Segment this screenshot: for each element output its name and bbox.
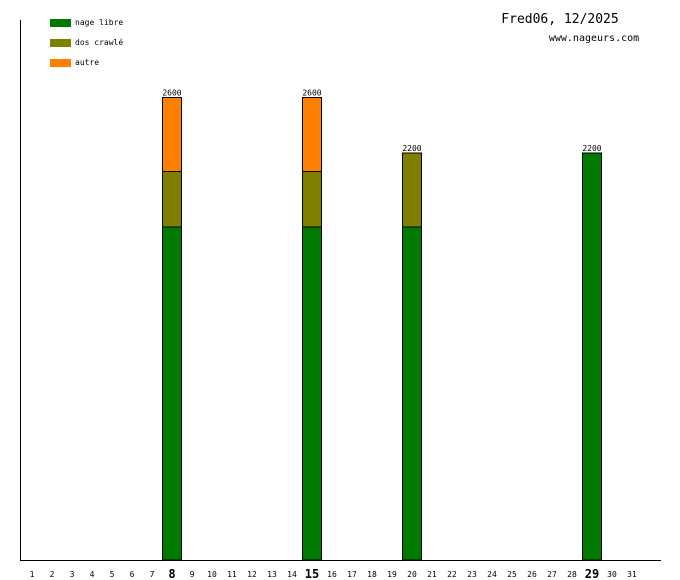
total-label-day-29: 2200 (582, 144, 601, 153)
x-tick-label-29: 29 (585, 567, 599, 580)
x-tick-label-13: 13 (267, 570, 277, 579)
bar-segment-day-8-dos-crawlé (162, 171, 182, 228)
x-tick-label-7: 7 (150, 570, 155, 579)
x-tick-label-1: 1 (30, 570, 35, 579)
legend-swatch-dos-crawlé (50, 39, 71, 47)
legend: nage libre dos crawlé autre (50, 18, 123, 67)
bar-segment-day-15-nage-libre (302, 226, 322, 561)
x-tick-label-11: 11 (227, 570, 237, 579)
total-labels-layer: 2600 2600 2200 2200 (162, 89, 601, 154)
x-tick-label-20: 20 (407, 570, 417, 579)
chart-title: Fred06, 12/2025 (501, 12, 618, 27)
legend-swatch-autre (50, 59, 71, 67)
total-label-day-15: 2600 (302, 89, 321, 98)
x-tick-label-23: 23 (467, 570, 477, 579)
x-tick-label-3: 3 (70, 570, 75, 579)
x-tick-label-9: 9 (190, 570, 195, 579)
x-tick-label-26: 26 (527, 570, 537, 579)
x-tick-label-17: 17 (347, 570, 357, 579)
x-tick-label-10: 10 (207, 570, 217, 579)
bar-segment-day-8-nage-libre (162, 226, 182, 561)
x-tick-label-31: 31 (627, 570, 637, 579)
x-tick-label-27: 27 (547, 570, 557, 579)
x-tick-label-30: 30 (607, 570, 617, 579)
x-tick-label-4: 4 (90, 570, 95, 579)
legend-label-dos-crawlé: dos crawlé (75, 37, 123, 47)
x-tick-label-5: 5 (110, 570, 115, 579)
bar-segment-day-15-autre (302, 97, 322, 172)
bar-segment-day-8-autre (162, 97, 182, 172)
x-tick-label-28: 28 (567, 570, 577, 579)
x-tick-label-18: 18 (367, 570, 377, 579)
bar-segment-day-29-nage-libre (582, 152, 602, 561)
bars-layer (162, 97, 602, 561)
x-tick-label-6: 6 (130, 570, 135, 579)
x-tick-label-12: 12 (247, 570, 257, 579)
bar-segment-day-20-nage-libre (402, 226, 422, 561)
legend-label-autre: autre (75, 58, 99, 67)
website-label: www.nageurs.com (549, 33, 639, 44)
x-tick-label-22: 22 (447, 570, 457, 579)
x-tick-label-2: 2 (50, 570, 55, 579)
x-tick-labels-layer: 1 2 3 4 5 6 7 8 9 10 11 12 13 14 15 16 17 18 19 20 21 22 23 24 2… (30, 567, 637, 580)
total-label-day-20: 2200 (402, 144, 421, 153)
legend-swatch-nage-libre (50, 19, 71, 27)
x-tick-label-25: 25 (507, 570, 517, 579)
x-tick-label-24: 24 (487, 570, 497, 579)
x-tick-label-21: 21 (427, 570, 437, 579)
bar-segment-day-20-dos-crawlé (402, 152, 422, 228)
legend-label-nage-libre: nage libre (75, 18, 123, 27)
x-tick-label-16: 16 (327, 570, 337, 579)
x-tick-label-15: 15 (305, 567, 319, 580)
bar-segment-day-15-dos-crawlé (302, 171, 322, 228)
x-tick-label-8: 8 (168, 567, 175, 580)
x-tick-label-14: 14 (287, 570, 297, 579)
total-label-day-8: 2600 (162, 89, 181, 98)
x-tick-label-19: 19 (387, 570, 397, 579)
